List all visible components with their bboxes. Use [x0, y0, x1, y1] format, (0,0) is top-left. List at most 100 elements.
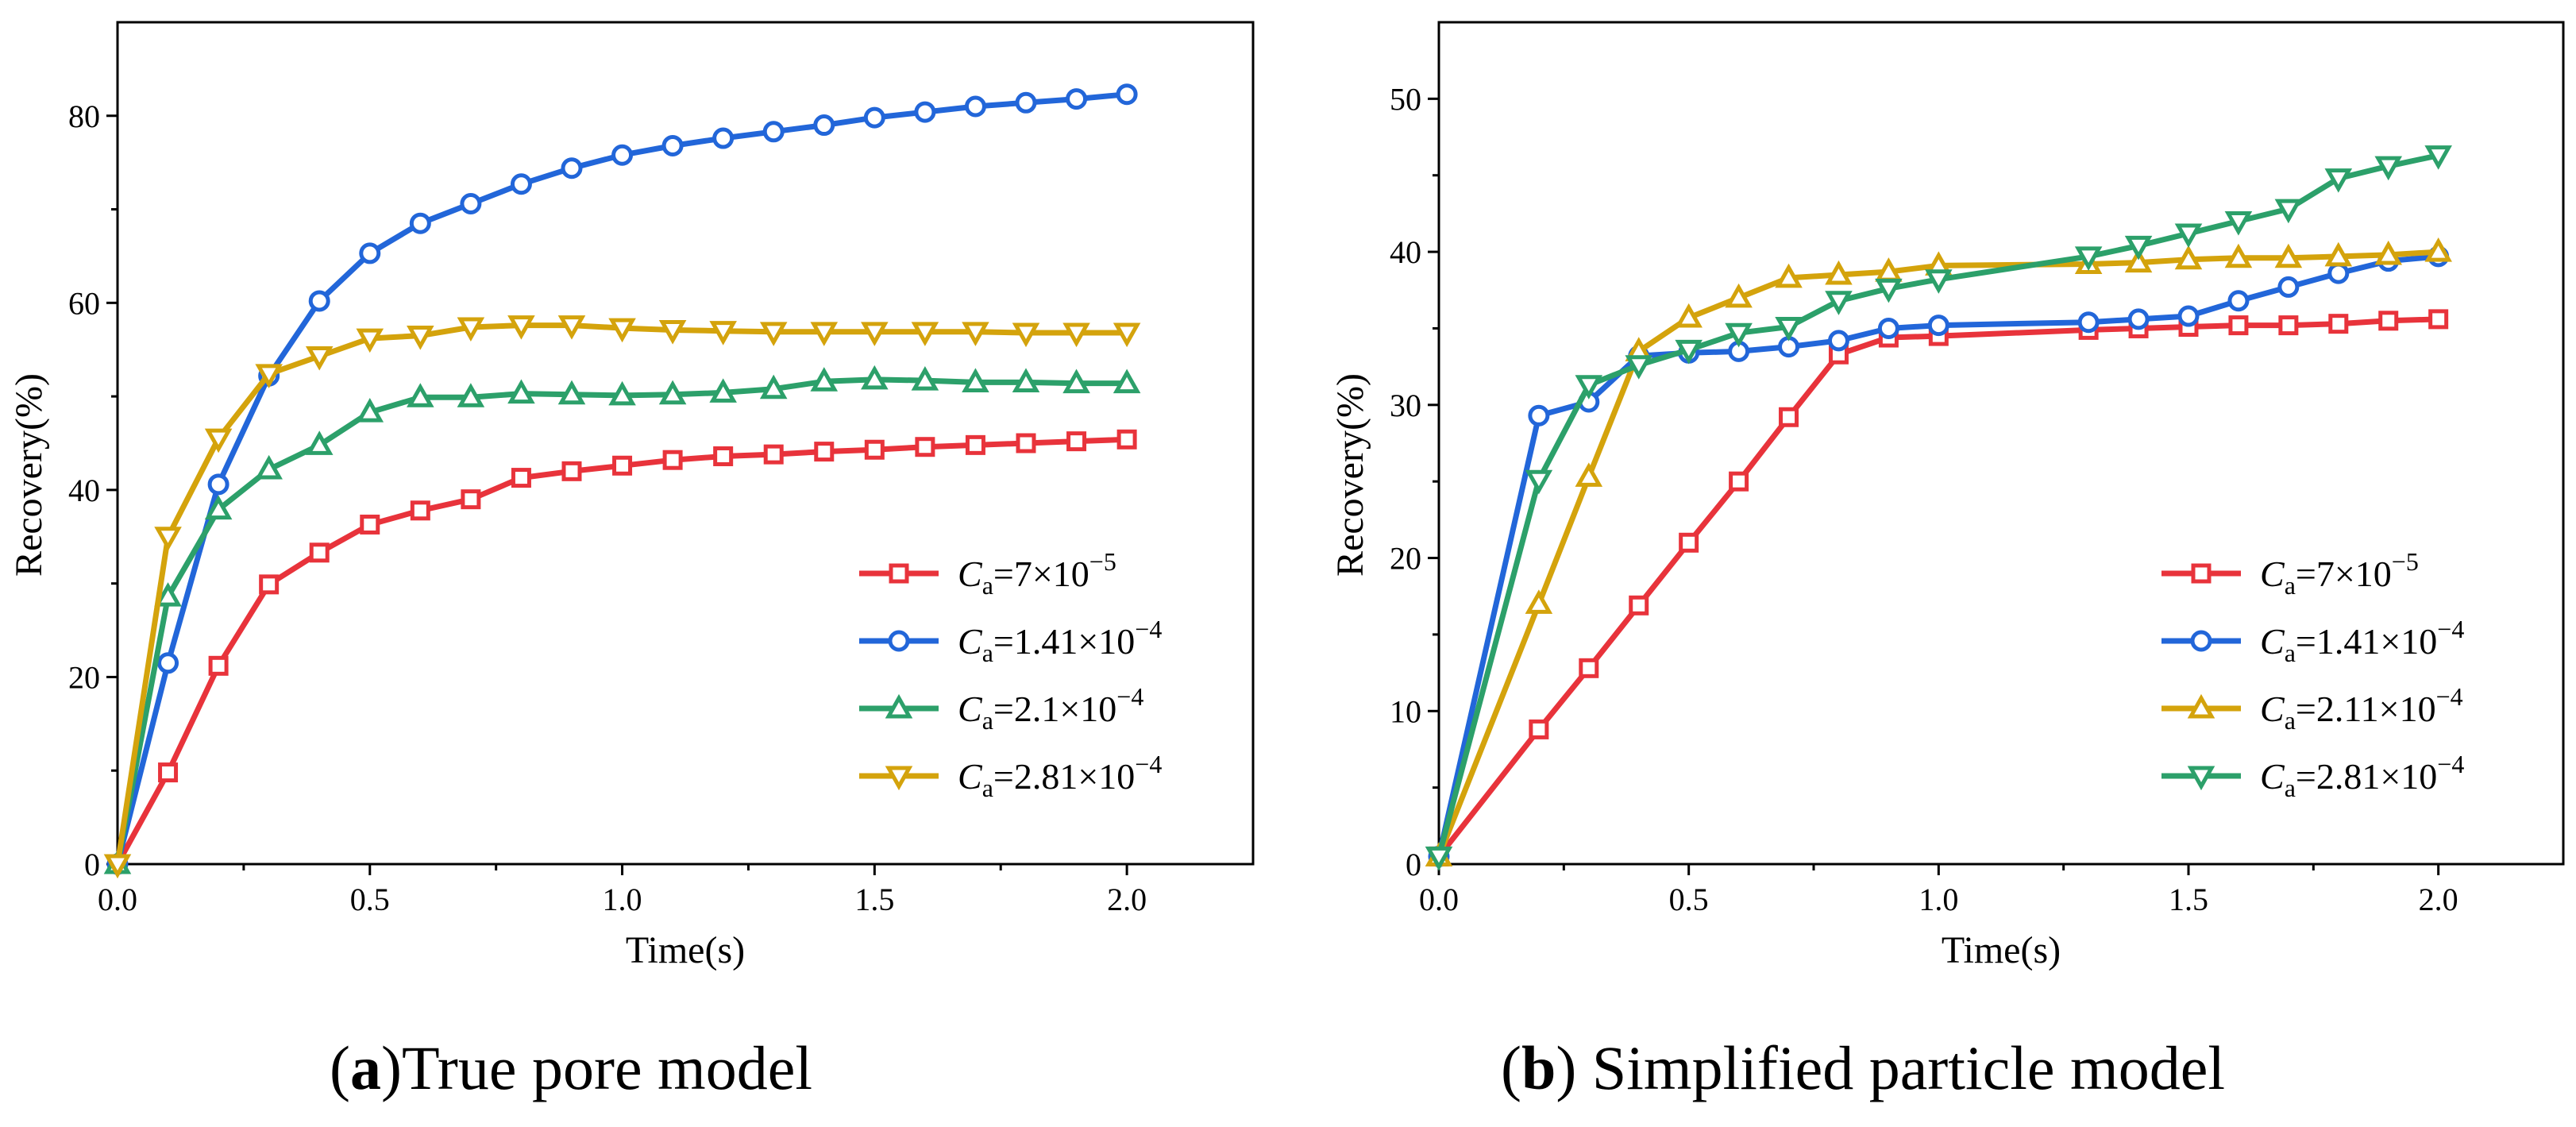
data-point	[457, 317, 485, 342]
data-point	[154, 527, 182, 551]
legend-swatch-marker	[888, 630, 910, 652]
data-point	[915, 437, 935, 457]
y-axis-title: Recovery(%)	[1329, 373, 1371, 577]
data-point	[713, 446, 734, 466]
data-point	[864, 439, 885, 460]
data-point	[255, 364, 283, 388]
data-point	[1729, 471, 1749, 492]
y-tick-label: 80	[68, 98, 100, 134]
data-point	[1775, 317, 1803, 342]
data-point	[759, 322, 788, 346]
data-point	[259, 574, 280, 595]
legend-entry: Ca=1.41×10−4	[958, 615, 1162, 667]
data-point	[962, 322, 989, 346]
data-point	[158, 762, 179, 783]
data-point	[2224, 211, 2253, 236]
x-tick-label: 0.0	[1419, 882, 1459, 917]
data-point	[407, 383, 434, 407]
legend-symbol: C	[958, 621, 983, 662]
data-point	[561, 157, 583, 179]
legend-symbol: C	[958, 756, 983, 797]
x-tick-label: 1.5	[854, 882, 894, 917]
data-point	[360, 514, 380, 535]
data-point	[457, 383, 485, 407]
y-tick-label: 30	[1390, 388, 1421, 423]
data-point	[2177, 305, 2200, 327]
data-point	[309, 542, 330, 563]
data-point	[356, 398, 384, 423]
data-point	[612, 455, 633, 476]
data-point	[1116, 429, 1137, 450]
legend-entry: Ca=7×10−5	[958, 547, 1116, 600]
data-point	[2074, 246, 2103, 271]
data-point	[461, 489, 481, 510]
x-tick-label: 0.5	[1669, 882, 1709, 917]
data-point	[208, 655, 229, 676]
data-point	[410, 500, 430, 521]
data-point	[2124, 248, 2153, 273]
y-tick-label: 50	[1390, 81, 1421, 117]
data-point	[1525, 589, 1553, 614]
data-point	[207, 473, 229, 496]
data-point	[965, 434, 985, 455]
data-point	[1675, 339, 1703, 365]
y-axis-title: Recovery(%)	[8, 373, 50, 577]
data-point	[2077, 311, 2100, 334]
legend-exponent: −4	[1135, 750, 1162, 778]
data-point	[557, 380, 586, 405]
y-tick-label: 40	[68, 473, 100, 508]
legend-entry: Ca=2.1×10−4	[958, 682, 1143, 735]
data-point	[2374, 156, 2403, 181]
x-axis-title: Time(s)	[1942, 929, 2061, 971]
data-point	[1725, 283, 1753, 308]
series-line	[1436, 253, 2442, 859]
data-point	[2424, 145, 2452, 170]
data-point	[863, 106, 885, 129]
legend-exponent: −4	[2437, 615, 2464, 643]
plot-frame	[116, 21, 1255, 866]
data-point	[1927, 315, 1949, 337]
data-point	[157, 652, 179, 674]
data-point	[2378, 311, 2399, 331]
y-tick-label: 20	[1390, 541, 1421, 577]
legend-subscript: a	[982, 571, 993, 600]
data-point	[911, 366, 939, 391]
data-point	[813, 114, 835, 137]
data-point	[2274, 243, 2303, 268]
data-point	[658, 380, 687, 405]
data-point	[1825, 291, 1853, 315]
data-point	[1725, 322, 1753, 348]
legend-swatch-marker	[2187, 693, 2215, 719]
legend-subscript: a	[2285, 706, 2296, 735]
data-point	[154, 582, 182, 607]
data-point	[759, 374, 788, 399]
data-point	[810, 322, 839, 346]
data-point	[1062, 369, 1090, 394]
legend-subscript: a	[2285, 774, 2296, 802]
data-point	[658, 319, 687, 345]
data-point	[308, 290, 330, 312]
legend-subscript: a	[2285, 571, 2296, 600]
data-point	[2174, 223, 2203, 249]
data-point	[911, 322, 939, 346]
data-point	[763, 444, 784, 465]
legend-swatch-marker	[885, 766, 913, 791]
x-tick-label: 2.0	[2419, 882, 2458, 917]
data-point	[510, 173, 532, 195]
data-point	[511, 468, 531, 488]
data-point	[2327, 262, 2350, 284]
data-point	[1012, 368, 1040, 392]
legend-value: =2.11×10	[2296, 689, 2436, 729]
y-tick-label: 20	[68, 659, 100, 695]
data-point	[814, 442, 835, 462]
legend-entry: Ca=7×10−5	[2260, 547, 2419, 600]
data-point	[1825, 260, 1853, 285]
y-tick-label: 60	[68, 285, 100, 321]
data-point	[1579, 658, 1599, 678]
y-tick-label: 40	[1390, 234, 1421, 270]
caption-a: (a)True pore model	[330, 1033, 813, 1102]
data-point	[2274, 199, 2303, 224]
chart-panel-b: 0.0 0.5 1.0 1.5 2.0 0 10 20 30 40 50 Time(s) Recover…	[1329, 21, 2565, 971]
data-point	[1679, 532, 1699, 553]
